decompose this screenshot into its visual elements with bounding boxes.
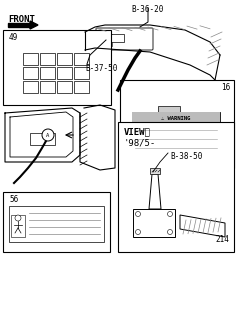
Text: 214: 214 — [215, 235, 229, 244]
Bar — [23, 67, 38, 79]
Circle shape — [168, 212, 173, 217]
Bar — [40, 53, 55, 65]
Bar — [150, 168, 160, 174]
Circle shape — [136, 229, 141, 235]
Text: B-38-50: B-38-50 — [170, 152, 202, 161]
Bar — [9, 206, 104, 242]
Circle shape — [168, 229, 173, 235]
Bar — [120, 80, 234, 168]
Bar — [99, 34, 102, 46]
Bar — [74, 53, 89, 65]
Bar — [132, 112, 220, 125]
Text: B-37-50: B-37-50 — [85, 64, 117, 73]
Bar — [74, 67, 89, 79]
Circle shape — [15, 215, 21, 221]
Circle shape — [42, 129, 54, 141]
Polygon shape — [149, 174, 161, 209]
Text: '98/5-: '98/5- — [124, 138, 156, 147]
Bar — [106, 34, 124, 42]
Bar — [74, 81, 89, 93]
Text: 49: 49 — [9, 33, 18, 42]
Circle shape — [136, 212, 141, 217]
Bar — [40, 81, 55, 93]
Bar — [57, 81, 72, 93]
Bar — [40, 67, 55, 79]
Bar — [133, 209, 175, 237]
Text: VIEWⒶ: VIEWⒶ — [124, 127, 151, 136]
Text: FRONT: FRONT — [8, 15, 35, 24]
Text: 16: 16 — [221, 83, 230, 92]
Text: ⚠ WARNING: ⚠ WARNING — [161, 116, 191, 121]
Bar — [3, 192, 110, 252]
Bar — [104, 34, 107, 46]
Bar — [158, 106, 180, 113]
Bar — [118, 122, 234, 252]
Bar — [11, 215, 25, 237]
Polygon shape — [180, 215, 225, 237]
Polygon shape — [30, 21, 38, 29]
FancyBboxPatch shape — [96, 28, 153, 50]
Bar — [57, 67, 72, 79]
Bar — [23, 81, 38, 93]
Text: A: A — [46, 132, 50, 138]
Text: 56: 56 — [9, 195, 18, 204]
Polygon shape — [8, 23, 30, 27]
Text: B-36-20: B-36-20 — [132, 5, 164, 14]
Bar — [109, 34, 112, 46]
Bar — [30, 133, 55, 145]
Bar — [57, 53, 72, 65]
Bar — [3, 30, 111, 105]
Bar — [23, 53, 38, 65]
Bar — [132, 112, 220, 156]
